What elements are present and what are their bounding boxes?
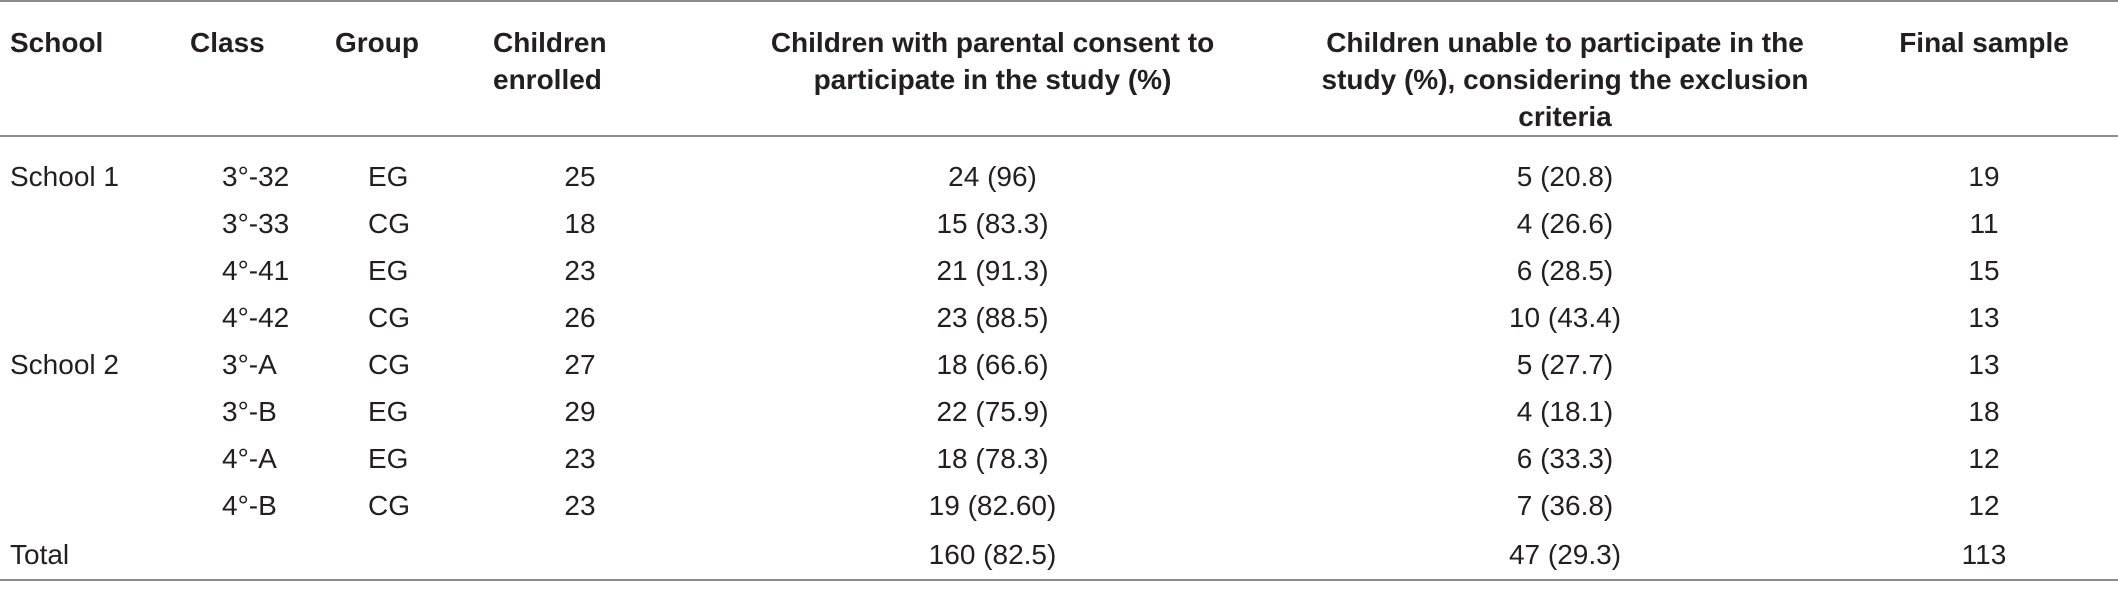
cell-unable-total: 47 (29.3) [1280, 529, 1850, 581]
header-children-enrolled: Children enrolled [455, 0, 705, 137]
cell-consent: 22 (75.9) [936, 396, 1049, 427]
cell-enrolled: 23 [564, 490, 596, 521]
cell-final-total: 113 [1850, 529, 2118, 581]
table-row: School 2 3°-A CG 27 18 (66.6) 5 (27.7) 1… [0, 341, 2118, 388]
cell-enrolled: 27 [564, 349, 596, 380]
cell-group: CG [368, 490, 410, 521]
cell-unable: 4 (26.6) [1516, 208, 1614, 239]
cell-final: 18 [1968, 396, 2000, 427]
cell-school [0, 200, 170, 247]
cell-enrolled: 18 [564, 208, 596, 239]
cell-school [0, 435, 170, 482]
header-group: Group [310, 0, 455, 137]
header-school: School [0, 0, 170, 137]
cell-unable: 5 (27.7) [1516, 349, 1614, 380]
cell-consent: 15 (83.3) [936, 208, 1049, 239]
cell-consent-total: 160 (82.5) [705, 529, 1280, 581]
cell-final: 15 [1968, 255, 2000, 286]
cell-school: School 2 [10, 349, 119, 380]
cell-class: 4°-41 [222, 255, 290, 286]
cell-consent: 18 (78.3) [936, 443, 1049, 474]
cell-unable: 10 (43.4) [1508, 302, 1622, 333]
cell-enrolled: 26 [564, 302, 596, 333]
cell-school: School 1 [10, 161, 119, 192]
cell-group: EG [368, 443, 409, 474]
cell-unable: 6 (28.5) [1516, 255, 1614, 286]
cell-class: 3°-33 [222, 208, 290, 239]
table-row-total: Total 160 (82.5) 47 (29.3) 113 [0, 529, 2118, 581]
cell-class [170, 529, 310, 581]
data-table: School Class Group Children enrolled Chi… [0, 0, 2118, 581]
cell-group [310, 529, 455, 581]
cell-group: EG [368, 255, 409, 286]
cell-unable: 6 (33.3) [1516, 443, 1614, 474]
cell-consent: 21 (91.3) [936, 255, 1049, 286]
cell-final: 13 [1968, 349, 2000, 380]
cell-class: 4°-A [222, 443, 277, 474]
table-row: 4°-A EG 23 18 (78.3) 6 (33.3) 12 [0, 435, 2118, 482]
table-row: 3°-33 CG 18 15 (83.3) 4 (26.6) 11 [0, 200, 2118, 247]
header-final-sample: Final sample [1850, 0, 2118, 137]
cell-group: CG [368, 302, 410, 333]
cell-class: 3°-B [222, 396, 277, 427]
cell-consent: 23 (88.5) [936, 302, 1049, 333]
cell-group: CG [368, 349, 410, 380]
cell-consent: 24 (96) [948, 161, 1037, 192]
cell-unable: 5 (20.8) [1516, 161, 1614, 192]
cell-unable: 4 (18.1) [1516, 396, 1614, 427]
cell-final: 12 [1968, 490, 2000, 521]
cell-class: 4°-42 [222, 302, 290, 333]
cell-consent: 19 (82.60) [928, 490, 1057, 521]
cell-enrolled: 23 [564, 255, 596, 286]
cell-school [0, 482, 170, 529]
cell-class: 3°-32 [222, 161, 290, 192]
cell-school [0, 294, 170, 341]
cell-final: 12 [1968, 443, 2000, 474]
cell-total-label: Total [0, 529, 170, 581]
table-header-row: School Class Group Children enrolled Chi… [0, 0, 2118, 137]
cell-group: EG [368, 396, 409, 427]
header-parental-consent: Children with parental consent to partic… [705, 0, 1280, 137]
cell-consent: 18 (66.6) [936, 349, 1049, 380]
cell-final: 19 [1968, 161, 2000, 192]
cell-final: 13 [1968, 302, 2000, 333]
table-row: School 1 3°-32 EG 25 24 (96) 5 (20.8) 19 [0, 136, 2118, 200]
cell-enrolled [455, 529, 705, 581]
cell-school [0, 247, 170, 294]
cell-group: CG [368, 208, 410, 239]
cell-school [0, 388, 170, 435]
cell-final: 11 [1969, 208, 1999, 239]
header-unable-to-participate: Children unable to participate in the st… [1280, 0, 1850, 137]
header-class: Class [170, 0, 310, 137]
cell-enrolled: 29 [564, 396, 596, 427]
cell-enrolled: 23 [564, 443, 596, 474]
table-row: 3°-B EG 29 22 (75.9) 4 (18.1) 18 [0, 388, 2118, 435]
table-row: 4°-42 CG 26 23 (88.5) 10 (43.4) 13 [0, 294, 2118, 341]
cell-unable: 7 (36.8) [1516, 490, 1614, 521]
cell-enrolled: 25 [564, 161, 596, 192]
table-row: 4°-41 EG 23 21 (91.3) 6 (28.5) 15 [0, 247, 2118, 294]
cell-class: 3°-A [222, 349, 277, 380]
cell-group: EG [368, 161, 409, 192]
cell-class: 4°-B [222, 490, 277, 521]
table-row: 4°-B CG 23 19 (82.60) 7 (36.8) 12 [0, 482, 2118, 529]
